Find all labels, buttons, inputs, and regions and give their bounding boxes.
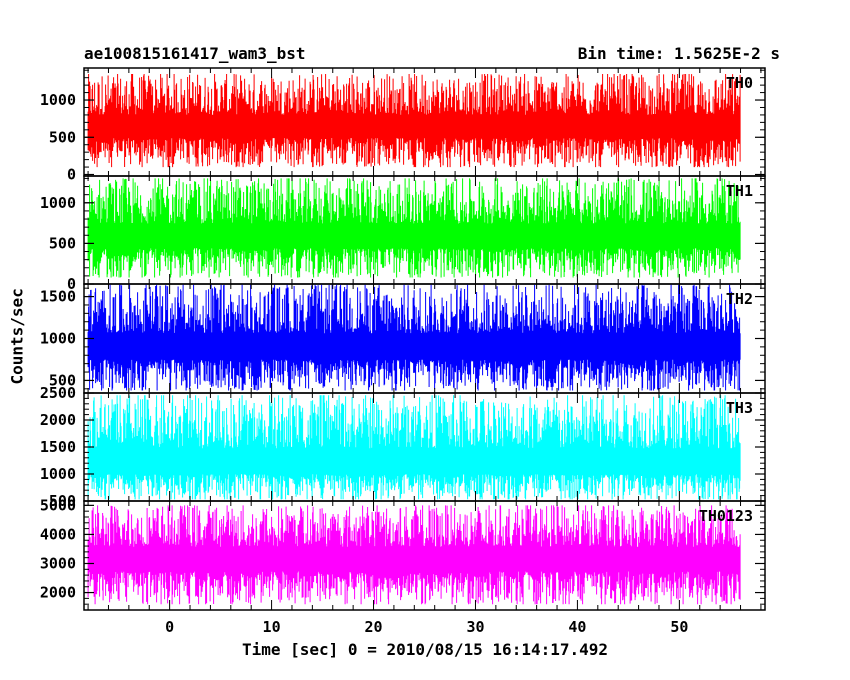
y-tick-label-th3: 1500 bbox=[40, 438, 76, 456]
panel-label-th1: TH1 bbox=[726, 182, 753, 200]
y-tick-label-th3: 1000 bbox=[40, 465, 76, 483]
y-tick-label-th1: 1000 bbox=[40, 194, 76, 212]
x-axis-label: Time [sec] 0 = 2010/08/15 16:14:17.492 bbox=[241, 640, 609, 659]
panel-frame-th0123 bbox=[83, 500, 766, 611]
y-tick-label-th0123: 4000 bbox=[40, 525, 76, 543]
x-tick-label: 50 bbox=[670, 618, 688, 636]
series-th0 bbox=[87, 74, 741, 168]
panel-label-th0: TH0 bbox=[726, 74, 753, 92]
panel-label-th3: TH3 bbox=[726, 399, 753, 417]
x-tick-label: 10 bbox=[263, 618, 281, 636]
y-tick-label-th0: 1000 bbox=[40, 91, 76, 109]
y-tick-label-th2: 1500 bbox=[40, 288, 76, 306]
y-tick-label-th0123: 5000 bbox=[40, 496, 76, 514]
chart-title: ae100815161417_wam3_bst bbox=[84, 44, 306, 63]
bin-time-label: Bin time: 1.5625E-2 s bbox=[577, 44, 780, 63]
y-tick-label-th3: 500 bbox=[49, 492, 76, 510]
series-th2 bbox=[87, 284, 741, 391]
x-tick-label: 20 bbox=[364, 618, 382, 636]
y-tick-label-th2: 1000 bbox=[40, 330, 76, 348]
y-tick-label-th0123: 3000 bbox=[40, 554, 76, 572]
y-tick-label-th1: 0 bbox=[67, 275, 76, 293]
panel-label-th2: TH2 bbox=[726, 290, 753, 308]
series-th3 bbox=[87, 395, 741, 500]
y-tick-label-th0123: 2000 bbox=[40, 584, 76, 602]
y-tick-label-th1: 500 bbox=[49, 234, 76, 252]
x-tick-label: 0 bbox=[165, 618, 174, 636]
y-tick-label-th0: 500 bbox=[49, 128, 76, 146]
series-th1 bbox=[87, 178, 741, 278]
y-tick-label-th2: 500 bbox=[49, 371, 76, 389]
x-tick-label: 40 bbox=[568, 618, 586, 636]
y-tick-label-th3: 2500 bbox=[40, 384, 76, 402]
x-tick-label: 30 bbox=[466, 618, 484, 636]
series-th0123 bbox=[87, 505, 741, 605]
y-tick-label-th0: 0 bbox=[67, 166, 76, 184]
y-axis-label: Counts/sec bbox=[7, 288, 27, 385]
panel-label-th0123: TH0123 bbox=[699, 507, 753, 525]
y-tick-label-th3: 2000 bbox=[40, 411, 76, 429]
